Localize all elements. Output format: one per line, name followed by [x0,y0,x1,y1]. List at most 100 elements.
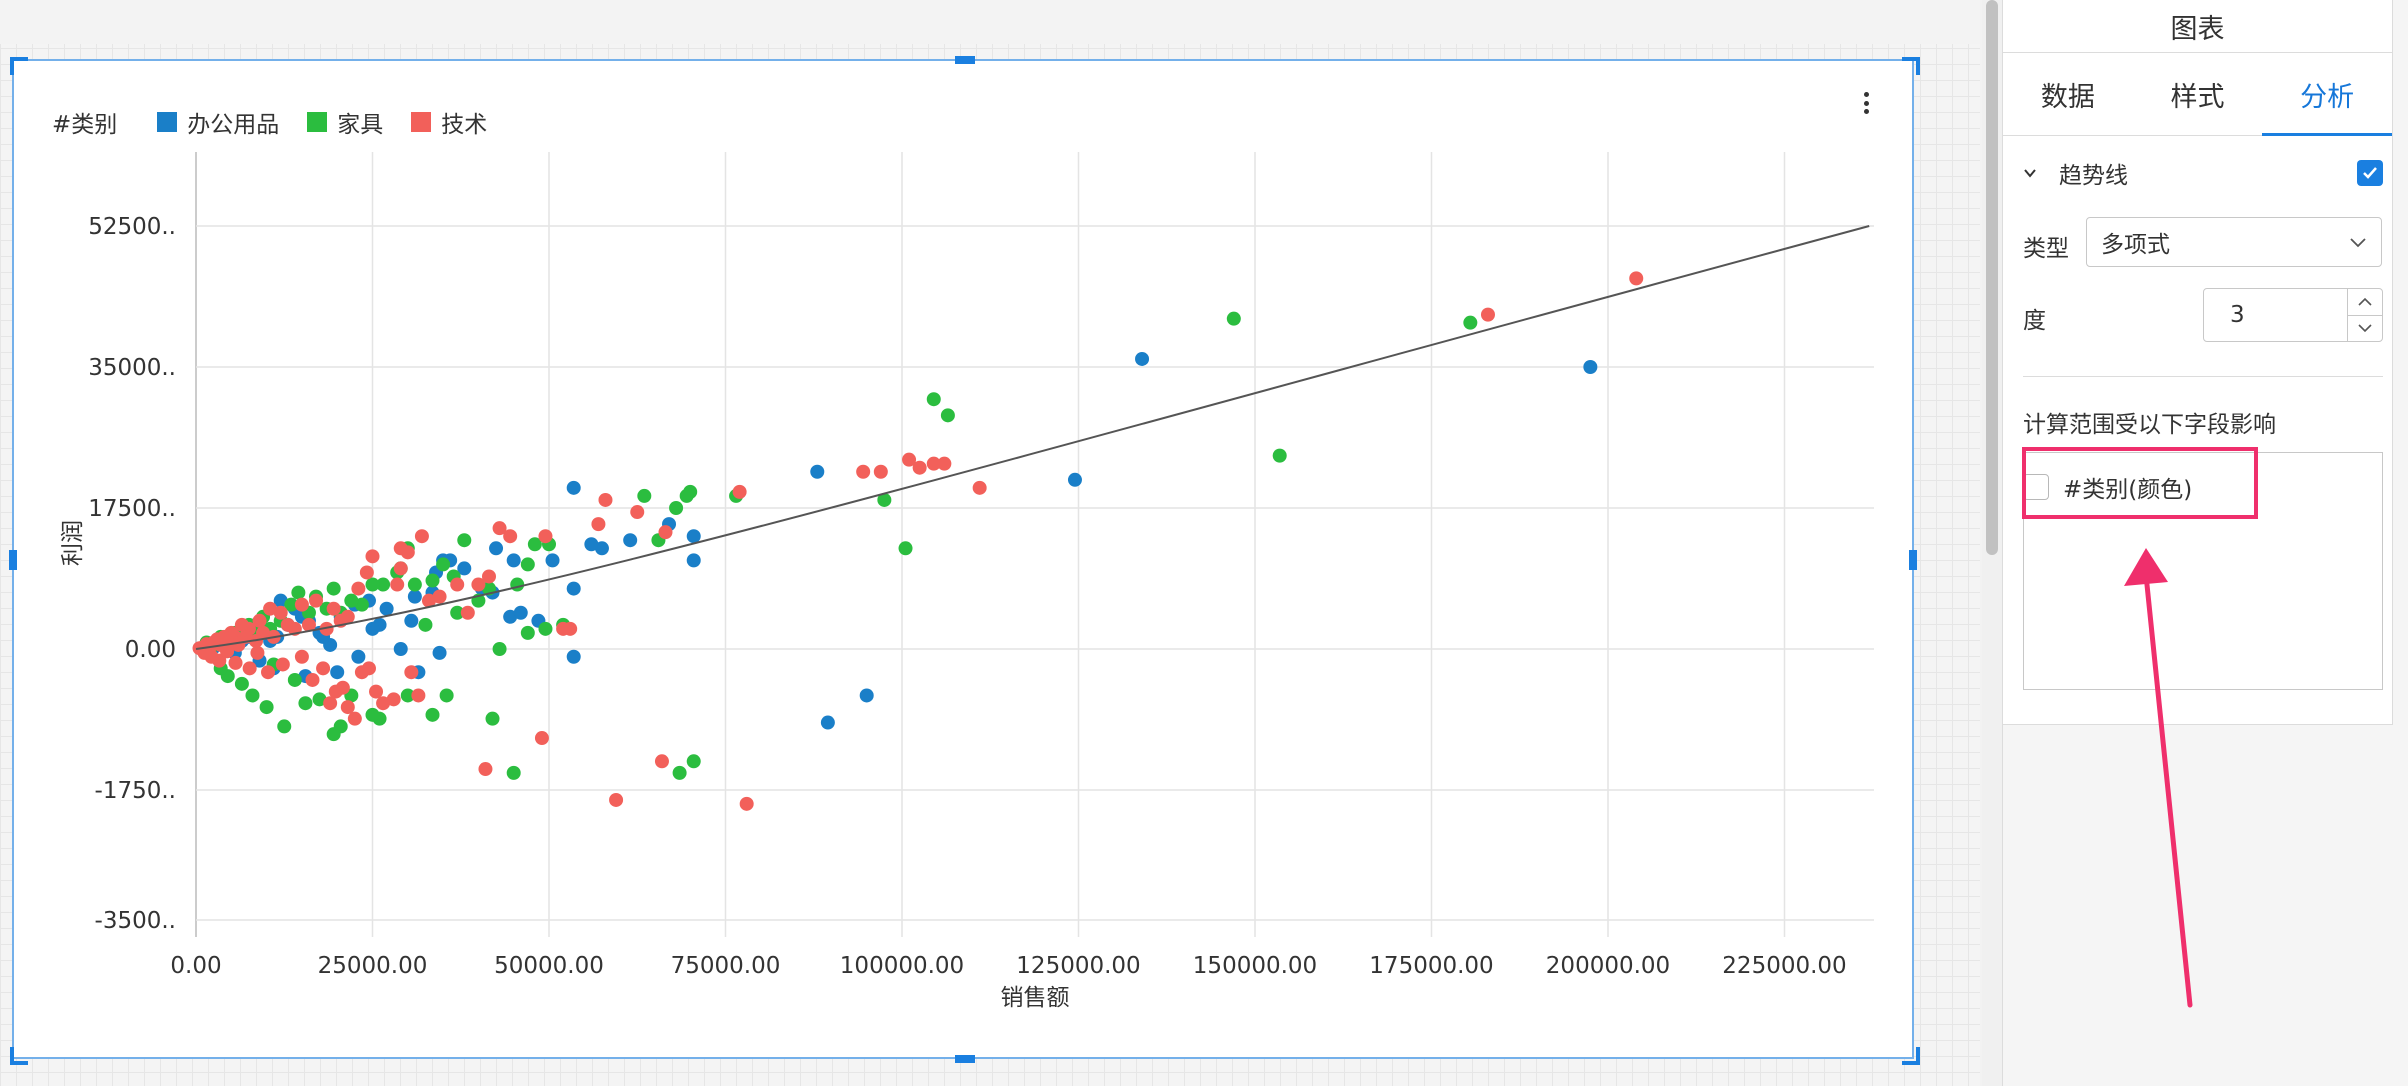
data-point [234,617,249,632]
y-tick-label: 17500.. [88,496,176,522]
data-point [556,621,571,636]
tab-style[interactable]: 样式 [2170,81,2225,113]
x-tick-label: 75000.00 [671,953,781,979]
data-point [421,593,436,608]
data-point [637,488,652,503]
legend-item-technology[interactable]: 技术 [411,105,487,139]
x-tick-label: 125000.00 [1016,953,1140,979]
x-tick-label: 100000.00 [840,953,964,979]
data-point [400,688,415,703]
data-point [234,676,249,691]
data-point [263,601,278,616]
legend-item-office[interactable]: 办公用品 [157,105,279,139]
data-point [407,589,422,604]
data-point [294,597,309,612]
data-point [534,731,549,746]
data-point [245,688,260,703]
data-point [309,593,324,608]
type-label: 类型 [2023,236,2069,262]
legend-item-furniture[interactable]: 家具 [307,105,383,139]
data-point [273,593,288,608]
resize-handle-bottom-right[interactable] [1902,1047,1920,1065]
resize-handle-bottom[interactable] [955,1055,975,1063]
data-point [940,408,955,423]
data-point [275,657,290,672]
scatter-plot: 52500..35000..17500..0.00-1750..-3500.. … [60,152,1874,1011]
trendline-type-select[interactable]: 多项式 [2086,217,2382,267]
data-point [228,655,243,670]
data-point [242,661,257,676]
tab-analysis[interactable]: 分析 [2262,53,2392,136]
data-point [672,765,687,780]
data-point [365,549,380,564]
data-point [506,553,521,568]
data-point [686,754,701,769]
scatter-points [192,271,1644,811]
decrement-button[interactable] [2348,314,2382,342]
resize-handle-left[interactable] [9,550,17,570]
data-point [926,456,941,471]
data-point [609,792,624,807]
x-tick-label: 25000.00 [318,953,428,979]
y-tick-label: 35000.. [88,355,176,381]
resize-handle-top-left[interactable] [10,57,28,75]
data-point [820,715,835,730]
legend-title: #类别 [52,112,118,138]
trendline-section-header[interactable]: 趋势线 [2023,152,2383,194]
data-point [450,577,465,592]
increment-button[interactable] [2348,289,2382,315]
resize-handle-top-right[interactable] [1902,57,1920,75]
data-point [330,665,345,680]
scope-label: 计算范围受以下字段影响 [2023,412,2276,438]
x-tick-label: 225000.00 [1722,953,1846,979]
trendline-checkbox[interactable] [2357,160,2383,186]
data-point [404,665,419,680]
more-options-icon[interactable] [1856,88,1876,118]
data-point [1463,315,1478,330]
degree-value[interactable]: 3 [2230,302,2245,328]
resize-handle-right[interactable] [1909,550,1917,570]
degree-stepper[interactable]: 3 [2203,288,2383,342]
data-point [261,665,276,680]
legend-swatch [307,112,328,132]
scope-field-checkbox[interactable] [2023,474,2049,500]
data-point [1226,311,1241,326]
chevron-up-icon [2358,298,2372,306]
data-point [686,529,701,544]
data-point [425,573,440,588]
scope-field-item[interactable]: #类别(颜色) [2023,470,2192,504]
data-point [250,645,265,660]
data-point [354,597,369,612]
data-point [298,696,313,711]
trendline-path [195,225,1870,650]
resize-handle-top[interactable] [955,56,975,64]
chevron-down-icon[interactable] [2023,166,2037,180]
data-point [520,557,535,572]
data-point [566,581,581,596]
tab-data[interactable]: 数据 [2040,81,2095,113]
data-point [926,392,941,407]
data-point [520,625,535,640]
data-point [432,645,447,660]
scrollbar-thumb[interactable] [1986,0,1998,555]
data-point [323,696,338,711]
data-point [538,529,553,544]
data-point [432,589,447,604]
resize-handle-bottom-left[interactable] [10,1047,28,1065]
legend-swatch [411,112,432,132]
x-axis-ticks: 0.00 25000.00 50000.00 75000.00 100000.00 125… [170,953,1846,979]
data-point [506,765,521,780]
legend-label: 家具 [337,112,384,138]
data-point [351,581,366,596]
x-tick-label: 0.00 [170,953,221,979]
data-point [739,796,754,811]
settings-panel: 图表 数据 样式 分析 趋势线 类型 多项式 度 3 [2002,0,2408,1086]
checkmark-icon [2363,167,2377,179]
panel-title: 图表 [2003,0,2392,53]
data-point [291,585,306,600]
y-tick-label: 0.00 [125,637,176,663]
data-point [481,569,496,584]
data-point [513,605,528,620]
data-point [326,601,341,616]
